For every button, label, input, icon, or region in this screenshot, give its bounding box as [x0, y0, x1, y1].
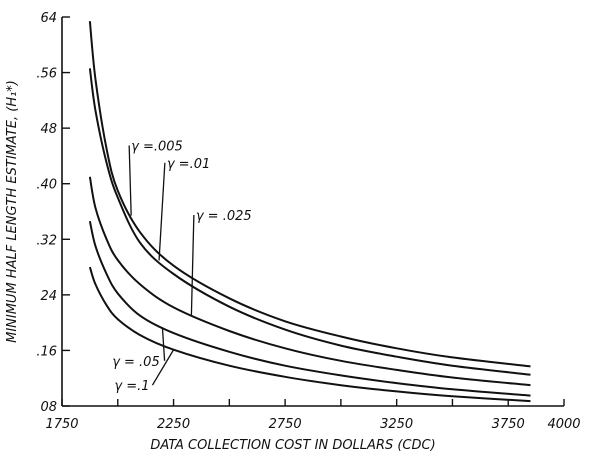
y-tick-label: 08: [40, 400, 57, 415]
series-line-5: [88, 266, 531, 403]
x-tick-label: 2750: [269, 417, 302, 432]
curve-label-1: γ =.005: [131, 140, 183, 155]
series-line-2: [88, 68, 531, 376]
leader-line-2: [158, 162, 166, 261]
curve-label-2: γ =.01: [167, 157, 210, 172]
leader-line-1: [128, 145, 132, 216]
x-tick-label: 4000: [547, 417, 580, 432]
y-tick-label: 24: [40, 289, 57, 304]
curve-label-5: γ =.1: [114, 379, 149, 394]
leader-line-4: [161, 327, 166, 361]
y-tick-label: 48: [40, 122, 57, 137]
y-axis-ticks: 08 .16 24 .32 .40 48 .56 64: [36, 11, 70, 415]
x-axis-ticks: 1750 2250 2750 3250 3750 4000: [45, 399, 581, 432]
x-tick-label: 2250: [157, 417, 190, 432]
x-axis-title: DATA COLLECTION COST IN DOLLARS (CDC): [150, 438, 435, 453]
curve-label-3: γ = .025: [196, 209, 252, 224]
curve-labels: γ =.005 γ =.01 γ = .025 γ = .05 γ =.1: [112, 140, 251, 395]
y-tick-label: .32: [36, 233, 57, 248]
series-line-4: [88, 220, 531, 397]
y-tick-label: 64: [40, 11, 57, 26]
curve-label-4: γ = .05: [112, 355, 160, 370]
x-tick-label: 3250: [380, 417, 413, 432]
y-tick-label: .16: [36, 344, 57, 359]
curves: [88, 21, 531, 403]
y-axis-title: MINIMUM HALF LENGTH ESTIMATE, (H₁*): [5, 80, 20, 343]
y-tick-label: .56: [36, 67, 57, 82]
leader-line-5: [151, 349, 175, 386]
series-line-3: [88, 176, 531, 387]
x-tick-label: 1750: [45, 417, 78, 432]
y-tick-label: .40: [36, 178, 57, 193]
axes: [61, 17, 564, 407]
series-line-1: [88, 21, 531, 368]
leader-line-3: [190, 214, 195, 315]
x-tick-label: 3750: [492, 417, 525, 432]
